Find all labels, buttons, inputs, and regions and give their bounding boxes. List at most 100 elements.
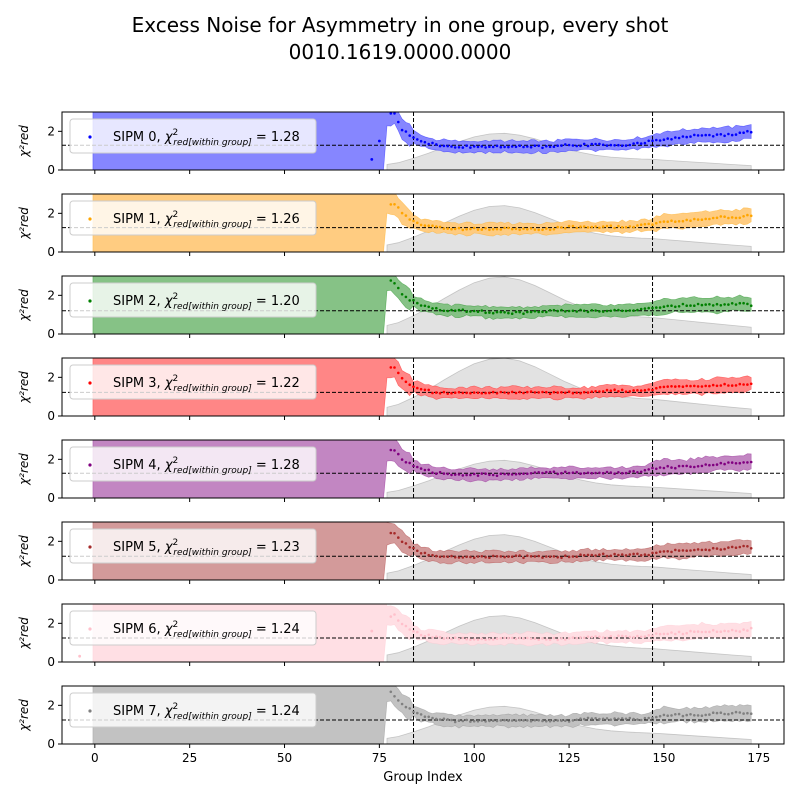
data-point-1-82 — [404, 214, 408, 217]
data-point-2-109 — [507, 311, 510, 315]
data-point-4-82 — [404, 461, 408, 464]
data-point-4-133 — [598, 471, 601, 475]
y-axis-label-6: χ²red — [17, 617, 31, 650]
data-point-2-79 — [393, 282, 396, 285]
data-point-7-94 — [450, 718, 453, 722]
data-point-2-97 — [461, 308, 465, 312]
legend-box-6 — [69, 610, 317, 646]
data-point-1-105 — [491, 228, 495, 231]
y-tick-label-5-2: 2 — [47, 534, 55, 548]
data-point-5-115 — [529, 555, 533, 558]
data-point-0-94 — [450, 145, 453, 148]
data-point-7-107 — [499, 719, 503, 722]
data-point-5-92 — [442, 555, 446, 558]
data-point-4-141 — [628, 470, 632, 473]
y-tick-label-5-0: 0 — [47, 573, 55, 587]
axes-frame-5 — [61, 521, 785, 581]
data-point-2-150 — [662, 305, 666, 309]
data-point-5-102 — [480, 555, 484, 558]
data-point-4-87 — [423, 468, 427, 472]
data-point-0-108 — [503, 145, 506, 149]
data-point-5-153 — [674, 548, 677, 552]
data-point-5-79 — [393, 532, 396, 535]
data-point-6-121 — [552, 636, 556, 640]
data-point-0-92 — [442, 144, 446, 148]
legend-marker-5 — [88, 545, 92, 549]
data-point-2-78 — [389, 279, 393, 282]
data-point-3-110 — [510, 390, 514, 394]
data-point-7-152 — [670, 714, 673, 717]
data-point-3-98 — [465, 391, 468, 395]
data-point-7-86 — [419, 713, 423, 716]
data-point-7-140 — [624, 717, 628, 721]
data-point-7-135 — [605, 717, 609, 720]
data-point-4-88 — [427, 468, 431, 472]
data-point-7-88 — [427, 715, 431, 719]
data-point-6-163 — [711, 628, 715, 632]
data-point-5-132 — [594, 554, 597, 557]
data-point-7-153 — [674, 713, 677, 716]
data-point-1-131 — [590, 225, 594, 229]
data-point-6-87 — [423, 634, 427, 638]
data-point-0-98 — [465, 144, 468, 147]
data-point-4-125 — [567, 471, 571, 475]
data-point-1-164 — [715, 216, 719, 220]
y-axis-label-3: χ²red — [17, 371, 31, 404]
data-point-4-145 — [643, 468, 647, 472]
data-point-3-148 — [655, 386, 658, 390]
data-point-1-92 — [442, 227, 446, 230]
data-point-1-84 — [412, 219, 415, 223]
data-point-1-140 — [624, 226, 628, 229]
data-point-0-172 — [746, 129, 749, 133]
data-point-3-161 — [704, 384, 707, 388]
data-point-4-113 — [522, 472, 525, 476]
y-tick-label-4-2: 2 — [47, 452, 55, 466]
data-point-5-103 — [484, 555, 487, 559]
data-point-1-162 — [708, 217, 711, 221]
data-point-7-96 — [457, 719, 461, 722]
data-point-5-160 — [700, 548, 704, 552]
data-point-6-102 — [480, 637, 484, 641]
data-point-0-144 — [639, 142, 643, 145]
data-point-6-154 — [677, 630, 681, 634]
panel-1: 0 2 χ²red SIPM 1, χ2 red[within group] = 1.2… — [17, 193, 785, 259]
legend-label-1: SIPM 1, χ2 red[within group] = 1.26 — [113, 210, 300, 230]
data-point-5-82 — [404, 542, 408, 545]
data-point-7-95 — [453, 720, 457, 724]
data-point-7-117 — [537, 719, 540, 722]
data-point-0-173 — [749, 130, 753, 134]
data-point-1-96 — [457, 226, 461, 230]
data-point-2-88 — [427, 305, 431, 309]
data-point-7-172 — [746, 711, 749, 715]
data-point-4-121 — [552, 470, 556, 474]
data-point-3-157 — [689, 384, 692, 388]
data-point-0-86 — [419, 139, 423, 143]
data-point-0-132 — [594, 142, 597, 146]
data-point-1-123 — [560, 226, 563, 229]
data-point-5-161 — [704, 548, 707, 551]
data-point-2-156 — [685, 304, 688, 308]
data-point-4-132 — [594, 471, 597, 475]
data-point-4-157 — [689, 465, 692, 469]
data-point-7-79 — [393, 695, 396, 698]
data-point-7-166 — [723, 712, 726, 716]
data-point-5-129 — [582, 554, 586, 557]
data-point-7-124 — [564, 719, 567, 722]
y-axis-label-0: χ²red — [17, 125, 31, 158]
data-point-7-170 — [738, 711, 742, 714]
legend-6: SIPM 6, χ2 red[within group] = 1.24 — [69, 610, 317, 646]
data-point-6-111 — [514, 637, 518, 641]
data-point-2-152 — [670, 304, 673, 308]
data-point-6-103 — [484, 638, 487, 641]
y-tick-label-7-2: 2 — [47, 698, 55, 712]
data-point-3-107 — [499, 390, 503, 394]
data-point-5-100 — [472, 556, 476, 559]
data-point-4-117 — [537, 471, 540, 474]
data-point-2-105 — [491, 311, 495, 315]
data-point-6-95 — [453, 636, 457, 639]
data-point-0-150 — [662, 138, 666, 141]
data-point-1-145 — [643, 222, 647, 226]
data-point-7-102 — [480, 719, 484, 722]
data-point-2-99 — [469, 310, 472, 313]
